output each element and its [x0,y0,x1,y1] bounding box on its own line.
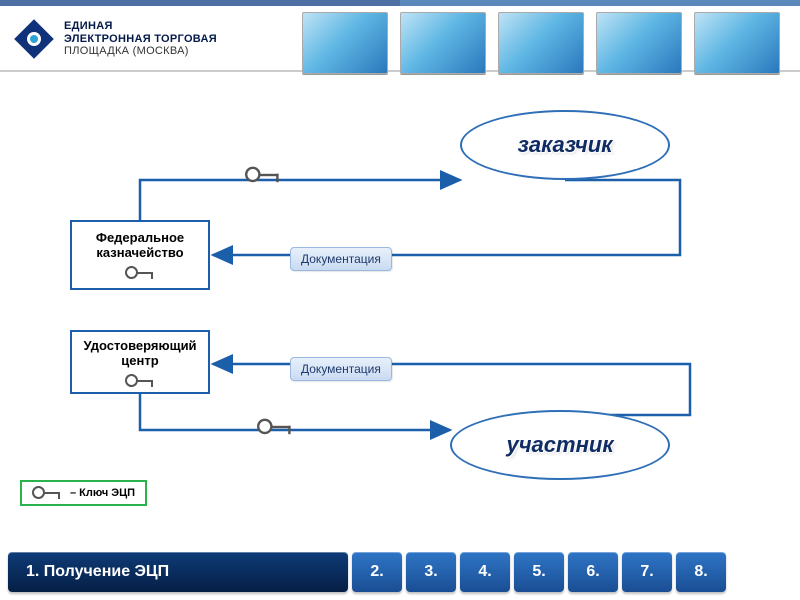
node-participant: участник [450,410,670,480]
thumbnail-row [302,12,780,74]
legend-label: – Ключ ЭЦП [70,487,135,499]
thumbnail [694,12,780,74]
step-mini[interactable]: 5. [514,552,564,592]
thumbnail [302,12,388,74]
legend: – Ключ ЭЦП [20,480,147,506]
key-icon [248,168,278,182]
logo-line2: ЭЛЕКТРОННАЯ ТОРГОВАЯ [64,33,217,46]
logo-text: ЕДИНАЯ ЭЛЕКТРОННАЯ ТОРГОВАЯ ПЛОЩАДКА (МО… [64,20,217,58]
logo-icon [12,17,56,61]
thumbnail [596,12,682,74]
step-mini[interactable]: 8. [676,552,726,592]
header-strip [0,0,800,6]
node-customer-label: заказчик [518,132,613,158]
key-icon [125,374,155,386]
thumbnail [498,12,584,74]
node-cert-label: Удостоверяющийцентр [83,338,196,368]
thumbnail [400,12,486,74]
step-active-label: 1. Получение ЭЦП [26,563,169,581]
step-mini[interactable]: 6. [568,552,618,592]
diagram: заказчик участник Федеральноеказначейств… [0,80,800,550]
logo-block: ЕДИНАЯ ЭЛЕКТРОННАЯ ТОРГОВАЯ ПЛОЩАДКА (МО… [12,17,217,61]
node-treasury-label: Федеральноеказначейство [96,230,184,260]
node-customer: заказчик [460,110,670,180]
step-mini[interactable]: 3. [406,552,456,592]
logo-line1: ЕДИНАЯ [64,20,217,33]
node-treasury: Федеральноеказначейство [70,220,210,290]
label-documentation: Документация [290,357,392,381]
step-mini[interactable]: 2. [352,552,402,592]
step-mini[interactable]: 4. [460,552,510,592]
key-icon [32,486,62,500]
header: ЕДИНАЯ ЭЛЕКТРОННАЯ ТОРГОВАЯ ПЛОЩАДКА (МО… [0,8,800,72]
step-active[interactable]: 1. Получение ЭЦП [8,552,348,592]
logo-line3: ПЛОЩАДКА (МОСКВА) [64,45,217,58]
step-bar: 1. Получение ЭЦП 2. 3. 4. 5. 6. 7. 8. [8,552,792,592]
key-icon [125,266,155,280]
node-participant-label: участник [507,432,614,458]
label-documentation: Документация [290,247,392,271]
key-icon [260,420,290,434]
node-cert-center: Удостоверяющийцентр [70,330,210,394]
step-mini[interactable]: 7. [622,552,672,592]
